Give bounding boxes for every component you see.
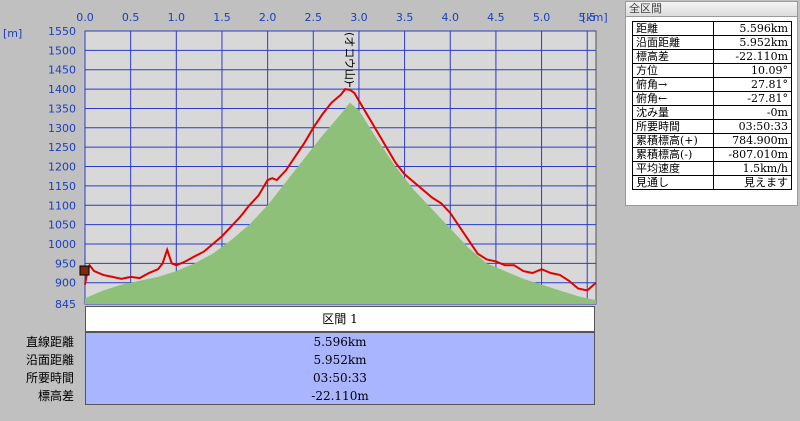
route-elevation-line [84, 87, 597, 292]
y-tick-label: 1300 [48, 122, 76, 135]
section-stat-value: 5.596km [313, 335, 367, 349]
summary-row-value: 5.596km [712, 21, 793, 36]
section-stat-label: 標高差 [37, 389, 74, 403]
summary-row-label: 俯角→ [632, 77, 714, 92]
summary-row-value: -807.010m [712, 147, 793, 162]
section-stat-label: 所要時間 [25, 371, 74, 385]
y-tick-label: 845 [55, 298, 76, 311]
y-tick-label: 900 [55, 277, 76, 290]
terrain-area-series [85, 102, 596, 304]
y-tick-label: 1100 [48, 199, 76, 212]
summary-row-value: 1.5km/h [712, 161, 793, 176]
y-tick-label: 1400 [48, 83, 76, 96]
summary-row: 標高差 -22.110m [632, 49, 793, 64]
section-header[interactable]: 区間 1 [85, 306, 595, 332]
y-tick-label: 1350 [48, 102, 76, 115]
x-tick-label: 2.5 [305, 11, 323, 24]
summary-row-label: 平均速度 [632, 161, 714, 176]
y-tick-label: 1450 [48, 64, 76, 77]
x-tick-labels: 0.0 0.5 1.0 1.5 2.0 2.5 3.0 3.5 4.0 4.5 5.0 5.5 [76, 11, 596, 24]
summary-row-value: 784.900m [712, 133, 793, 148]
summary-row-value: 03:50:33 [712, 119, 793, 134]
y-tick-label: 1000 [48, 238, 76, 251]
x-tick-label: 5.0 [533, 11, 551, 24]
start-marker [79, 265, 90, 276]
section-stats-box: 5.596km 5.952km 03:50:33 -22.110m [85, 332, 595, 405]
summary-row-label: 見通し [632, 175, 714, 190]
x-tick-label: 1.0 [168, 11, 186, 24]
summary-row: 沈み量 -0m [632, 105, 793, 120]
summary-row: 方位 10.09° [632, 63, 793, 78]
summary-row: 累積標高(+) 784.900m [632, 133, 793, 148]
y-tick-label: 950 [55, 257, 76, 270]
x-tick-label: 2.0 [259, 11, 277, 24]
y-tick-label: 1150 [48, 180, 76, 193]
section-stat-value: 5.952km [313, 353, 367, 367]
summary-row-value: 10.09° [712, 63, 793, 78]
y-tick-label: 1250 [48, 141, 76, 154]
x-tick-label: 1.5 [213, 11, 231, 24]
x-tick-label: 4.5 [487, 11, 505, 24]
summary-row-label: 累積標高(-) [632, 147, 714, 162]
summary-row-value: 5.952km [712, 35, 793, 50]
x-tick-label: 5.5 [578, 11, 596, 24]
summary-row-value: -22.110m [712, 49, 793, 64]
summary-row-label: 沿面距離 [632, 35, 714, 50]
section-stat-label: 直線距離 [25, 335, 74, 349]
summary-row-value: 見えます [712, 175, 793, 190]
y-tick-label: 1050 [48, 219, 76, 232]
summary-row: 俯角→ 27.81° [632, 77, 793, 92]
x-tick-label: 0.0 [76, 11, 94, 24]
summary-panel: 全区間 距離 5.596km 沿面距離 5.952km 標高差 -22.110m 方位 10.… [625, 1, 798, 206]
summary-row: 累積標高(-) -807.010m [632, 147, 793, 162]
y-tick-label: 1550 [48, 25, 76, 38]
section-stat-value: -22.110m [311, 389, 369, 403]
summary-row: 距離 5.596km [632, 21, 793, 36]
summary-row-value: 27.81° [712, 77, 793, 92]
section-stat-label: 沿面距離 [25, 353, 74, 367]
peak-label: (オコウ山) [343, 32, 356, 84]
x-unit-label: [km] [582, 11, 608, 24]
summary-row: 所要時間 03:50:33 [632, 119, 793, 134]
summary-row: 沿面距離 5.952km [632, 35, 793, 50]
summary-table: 距離 5.596km 沿面距離 5.952km 標高差 -22.110m 方位 10.09° 俯… [632, 21, 793, 190]
x-tick-label: 0.5 [122, 11, 140, 24]
summary-row: 見通し 見えます [632, 175, 793, 190]
summary-row-label: 累積標高(+) [632, 133, 714, 148]
x-tick-label: 3.0 [350, 11, 368, 24]
summary-row-value: -0m [712, 105, 793, 120]
summary-row: 俯角← -27.81° [632, 91, 793, 106]
summary-row-label: 方位 [632, 63, 714, 78]
x-tick-label: 4.0 [442, 11, 460, 24]
x-tick-label: 3.5 [396, 11, 414, 24]
section-stat-value: 03:50:33 [313, 371, 367, 385]
y-tick-labels: 845 900 950 1000 1050 1100 1150 1200 1250 1300 135… [48, 25, 76, 311]
y-tick-label: 1200 [48, 161, 76, 174]
summary-panel-title: 全区間 [626, 2, 797, 17]
y-unit-label: [m] [3, 27, 22, 40]
peak-marker: (オコウ山) [343, 32, 356, 88]
summary-row-label: 沈み量 [632, 105, 714, 120]
summary-row-label: 俯角← [632, 91, 714, 106]
summary-row-label: 標高差 [632, 49, 714, 64]
summary-row-value: -27.81° [712, 91, 793, 106]
summary-row: 平均速度 1.5km/h [632, 161, 793, 176]
summary-row-label: 所要時間 [632, 119, 714, 134]
y-tick-label: 1500 [48, 44, 76, 57]
summary-row-label: 距離 [632, 21, 714, 36]
